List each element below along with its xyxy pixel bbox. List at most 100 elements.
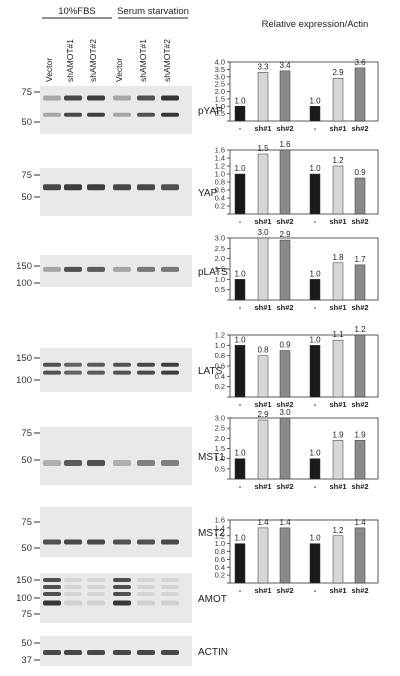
blot-band bbox=[64, 650, 82, 655]
blot-band bbox=[64, 585, 82, 589]
bar-value-label: 2.9 bbox=[279, 230, 291, 239]
bar bbox=[309, 173, 321, 215]
blot-panel: 150 100 pLATS bbox=[16, 255, 228, 289]
bar-value-label: 1.0 bbox=[309, 335, 321, 344]
blot-band bbox=[43, 370, 61, 375]
category-label: sh#1 bbox=[329, 482, 346, 491]
blot-band bbox=[64, 95, 82, 101]
y-tick-label: 3.0 bbox=[215, 72, 225, 81]
y-tick-label: 0.6 bbox=[215, 555, 225, 564]
bar-value-label: 1.0 bbox=[234, 335, 246, 344]
bar-chart: 0.51.01.52.02.53.03.54.01.0-3.3sh#13.4sh… bbox=[215, 58, 379, 133]
mw-marker-label: 50 bbox=[21, 638, 32, 649]
y-tick-label: 0.8 bbox=[215, 547, 225, 556]
y-tick-label: 0.4 bbox=[215, 563, 225, 572]
mw-marker-label: 50 bbox=[21, 543, 32, 554]
mw-marker-label: 50 bbox=[21, 455, 32, 466]
blot-band bbox=[137, 585, 155, 589]
bar-chart: 0.20.40.60.81.01.21.41.61.0-1.4sh#11.4sh… bbox=[215, 516, 379, 595]
blot-band bbox=[64, 112, 82, 117]
blot-band bbox=[87, 592, 105, 596]
blot-band bbox=[113, 95, 131, 101]
category-label: - bbox=[239, 217, 242, 226]
blot-band bbox=[43, 539, 61, 545]
bar-chart: 0.51.01.52.02.53.01.0-2.9sh#13.0sh#21.0-… bbox=[215, 408, 379, 491]
blot-band bbox=[64, 592, 82, 596]
blot-band bbox=[87, 266, 105, 272]
bar bbox=[309, 279, 321, 301]
y-tick-label: 1.0 bbox=[215, 341, 225, 350]
category-label: - bbox=[314, 586, 317, 595]
blot-band bbox=[161, 578, 179, 582]
category-label: sh#2 bbox=[351, 586, 368, 595]
blot-band bbox=[64, 459, 82, 466]
chart-column-title: Relative expression/Actin bbox=[262, 19, 369, 30]
bar bbox=[279, 239, 291, 301]
bar bbox=[257, 237, 269, 301]
bar-value-label: 1.4 bbox=[279, 518, 291, 527]
mw-marker-label: 50 bbox=[21, 117, 32, 128]
bar bbox=[279, 70, 291, 122]
blot-band bbox=[137, 600, 155, 606]
blot-membrane bbox=[40, 168, 192, 216]
bar-value-label: 3.0 bbox=[257, 228, 269, 237]
category-label: sh#1 bbox=[329, 303, 346, 312]
bar-value-label: 1.7 bbox=[354, 255, 366, 264]
y-tick-label: 1.5 bbox=[215, 94, 225, 103]
blot-band bbox=[137, 592, 155, 596]
bar bbox=[354, 334, 366, 398]
bar-value-label: 1.0 bbox=[234, 449, 246, 458]
bar bbox=[332, 535, 344, 584]
y-tick-label: 0.6 bbox=[215, 362, 225, 371]
bar-value-label: 3.6 bbox=[354, 58, 366, 67]
bar-value-label: 3.3 bbox=[257, 62, 269, 71]
blot-band bbox=[43, 592, 61, 596]
bar bbox=[234, 345, 246, 398]
bar-value-label: 1.2 bbox=[332, 526, 344, 535]
bar-value-label: 1.0 bbox=[309, 534, 321, 543]
bar bbox=[257, 419, 269, 480]
bar bbox=[257, 355, 269, 398]
bar-value-label: 1.0 bbox=[309, 449, 321, 458]
blot-band bbox=[113, 650, 131, 655]
y-tick-label: 1.4 bbox=[215, 523, 225, 532]
condition-label-starvation: Serum starvation bbox=[117, 6, 189, 17]
bar bbox=[354, 440, 366, 480]
blot-band bbox=[113, 370, 131, 375]
y-tick-label: 1.5 bbox=[215, 265, 225, 274]
mw-marker-label: 100 bbox=[16, 278, 32, 289]
category-label: sh#2 bbox=[276, 303, 293, 312]
protein-label: MST2 bbox=[198, 528, 225, 539]
bar bbox=[354, 177, 366, 215]
mw-marker-label: 75 bbox=[21, 87, 32, 98]
blot-band bbox=[87, 459, 105, 466]
blot-band bbox=[64, 184, 82, 191]
y-tick-label: 2.5 bbox=[215, 424, 225, 433]
y-tick-label: 0.8 bbox=[215, 351, 225, 360]
protein-label: pYAP bbox=[198, 106, 223, 117]
category-label: sh#1 bbox=[254, 586, 271, 595]
blot-band bbox=[161, 362, 179, 367]
bar bbox=[332, 165, 344, 215]
blot-band bbox=[137, 266, 155, 272]
blot-band bbox=[87, 362, 105, 367]
blot-band bbox=[87, 184, 105, 191]
category-label: - bbox=[239, 124, 242, 133]
bar bbox=[234, 279, 246, 301]
bar-chart: 0.20.40.60.81.01.21.0-0.8sh#10.9sh#21.0-… bbox=[215, 325, 379, 409]
blot-band bbox=[43, 650, 61, 655]
y-tick-label: 3.0 bbox=[215, 234, 225, 243]
bar bbox=[354, 527, 366, 584]
category-label: - bbox=[239, 482, 242, 491]
bar bbox=[332, 339, 344, 398]
bar-value-label: 0.9 bbox=[279, 341, 291, 350]
bar-value-label: 1.0 bbox=[309, 96, 321, 105]
blot-band bbox=[161, 650, 179, 655]
category-label: sh#2 bbox=[351, 124, 368, 133]
bar bbox=[332, 262, 344, 301]
bar-value-label: 1.4 bbox=[354, 518, 366, 527]
bar bbox=[234, 106, 246, 122]
bar-value-label: 1.1 bbox=[332, 330, 344, 339]
bar-value-label: 2.9 bbox=[257, 410, 269, 419]
blot-band bbox=[64, 362, 82, 367]
